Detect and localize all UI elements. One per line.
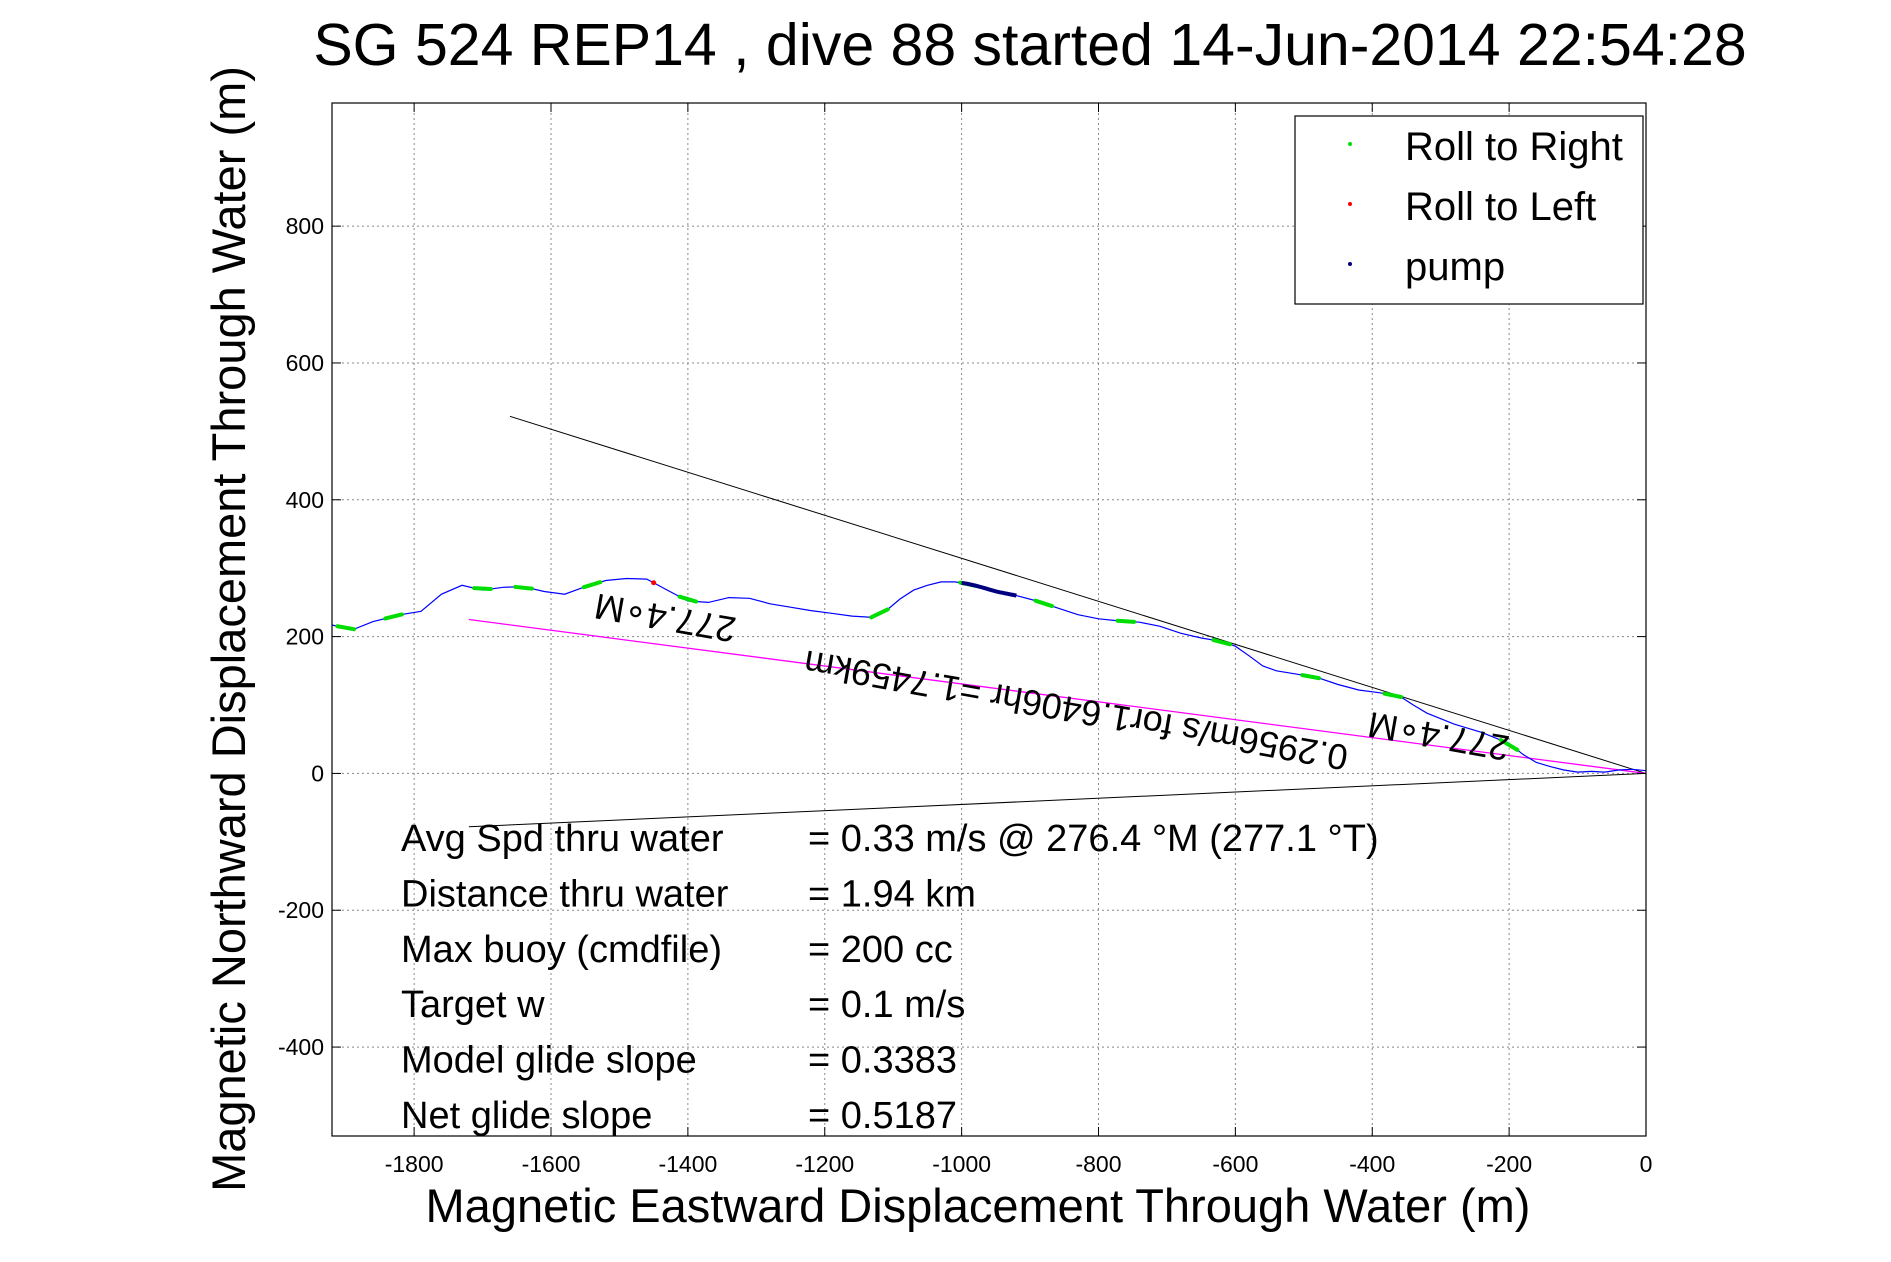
dive-stats: Avg Spd thru water = 0.33 m/s @ 276.4 °M … [401, 818, 1379, 1137]
stat-label: Model glide slope [401, 1040, 697, 1082]
legend-swatch [1348, 202, 1352, 206]
x-tick-label: -1800 [385, 1151, 444, 1177]
roll-markers [335, 580, 1520, 752]
roll-right-marker [472, 586, 493, 591]
stat-label: Target w [401, 984, 545, 1026]
net-track [468, 618, 1647, 775]
roll-right-marker [513, 584, 534, 591]
x-tick-label: -1600 [522, 1151, 581, 1177]
roll-right-marker [1498, 738, 1520, 752]
y-tick-label: 600 [286, 350, 324, 376]
roll-right-marker [581, 580, 603, 590]
stat-label: Distance thru water [401, 873, 729, 915]
legend-swatch [1348, 142, 1352, 146]
stat-value: = 0.1 m/s [808, 984, 965, 1026]
heading-line [468, 772, 1647, 828]
stat-value: = 0.3383 [808, 1040, 957, 1082]
legend-label: pump [1405, 245, 1505, 289]
legend-label: Roll to Left [1405, 185, 1596, 229]
stat-label: Max buoy (cmdfile) [401, 929, 722, 971]
roll-right-marker [335, 624, 356, 632]
plot-frame [331, 102, 1647, 1137]
legend-swatch [1348, 262, 1352, 266]
stat-value: = 0.33 m/s @ 276.4 °M (277.1 °T) [808, 818, 1379, 860]
stat-value: = 0.5187 [808, 1095, 957, 1137]
y-tick-label: 800 [286, 213, 324, 239]
stat-value: = 200 cc [808, 929, 953, 971]
pump-marker [961, 580, 1017, 598]
chart-title: SG 524 REP14 , dive 88 started 14-Jun-20… [313, 12, 1746, 78]
y-tick-label: -400 [278, 1034, 324, 1060]
y-tick-label: 200 [286, 624, 324, 650]
stat-label: Avg Spd thru water [401, 818, 724, 860]
roll-right-marker [1211, 638, 1232, 647]
legend-label: Roll to Right [1405, 125, 1623, 169]
x-tick-label: -1200 [795, 1151, 854, 1177]
roll-right-marker [1382, 691, 1403, 700]
heading-lines [468, 415, 1647, 828]
roll-right-marker [1033, 598, 1054, 609]
x-tick-label: -600 [1212, 1151, 1258, 1177]
y-tick-label: 400 [286, 487, 324, 513]
roll-right-marker [1115, 618, 1137, 624]
stat-label: Net glide slope [401, 1095, 652, 1137]
y-tick-labels: -400 -200 0 200 400 600 800 [278, 213, 324, 1060]
roll-right-marker [383, 612, 404, 621]
x-tick-label: -200 [1486, 1151, 1532, 1177]
legend-box [1294, 115, 1644, 305]
stat-value: = 1.94 km [808, 873, 976, 915]
roll-right-marker [1300, 673, 1321, 681]
y-tick-label: -200 [278, 897, 324, 923]
y-axis-label: Magnetic Northward Displacement Through … [202, 66, 255, 1192]
x-tick-label: -1400 [658, 1151, 717, 1177]
x-tick-label: -400 [1349, 1151, 1395, 1177]
x-tick-label: -1000 [932, 1151, 991, 1177]
x-tick-label: -800 [1075, 1151, 1121, 1177]
roll-left-marker [651, 580, 657, 586]
x-tick-label: 0 [1640, 1151, 1653, 1177]
net-track-line [468, 618, 1647, 775]
roll-right-marker [869, 607, 890, 620]
legend: Roll to Right Roll to Left pump [1294, 115, 1644, 305]
heading-line [509, 415, 1647, 774]
roll-right-marker [677, 594, 699, 604]
x-tick-labels: -1800 -1600 -1400 -1200 -1000 -800 -600 -400 -20… [385, 1151, 1653, 1177]
x-axis-label: Magnetic Eastward Displacement Through W… [426, 1179, 1531, 1232]
y-tick-label: 0 [311, 760, 324, 786]
